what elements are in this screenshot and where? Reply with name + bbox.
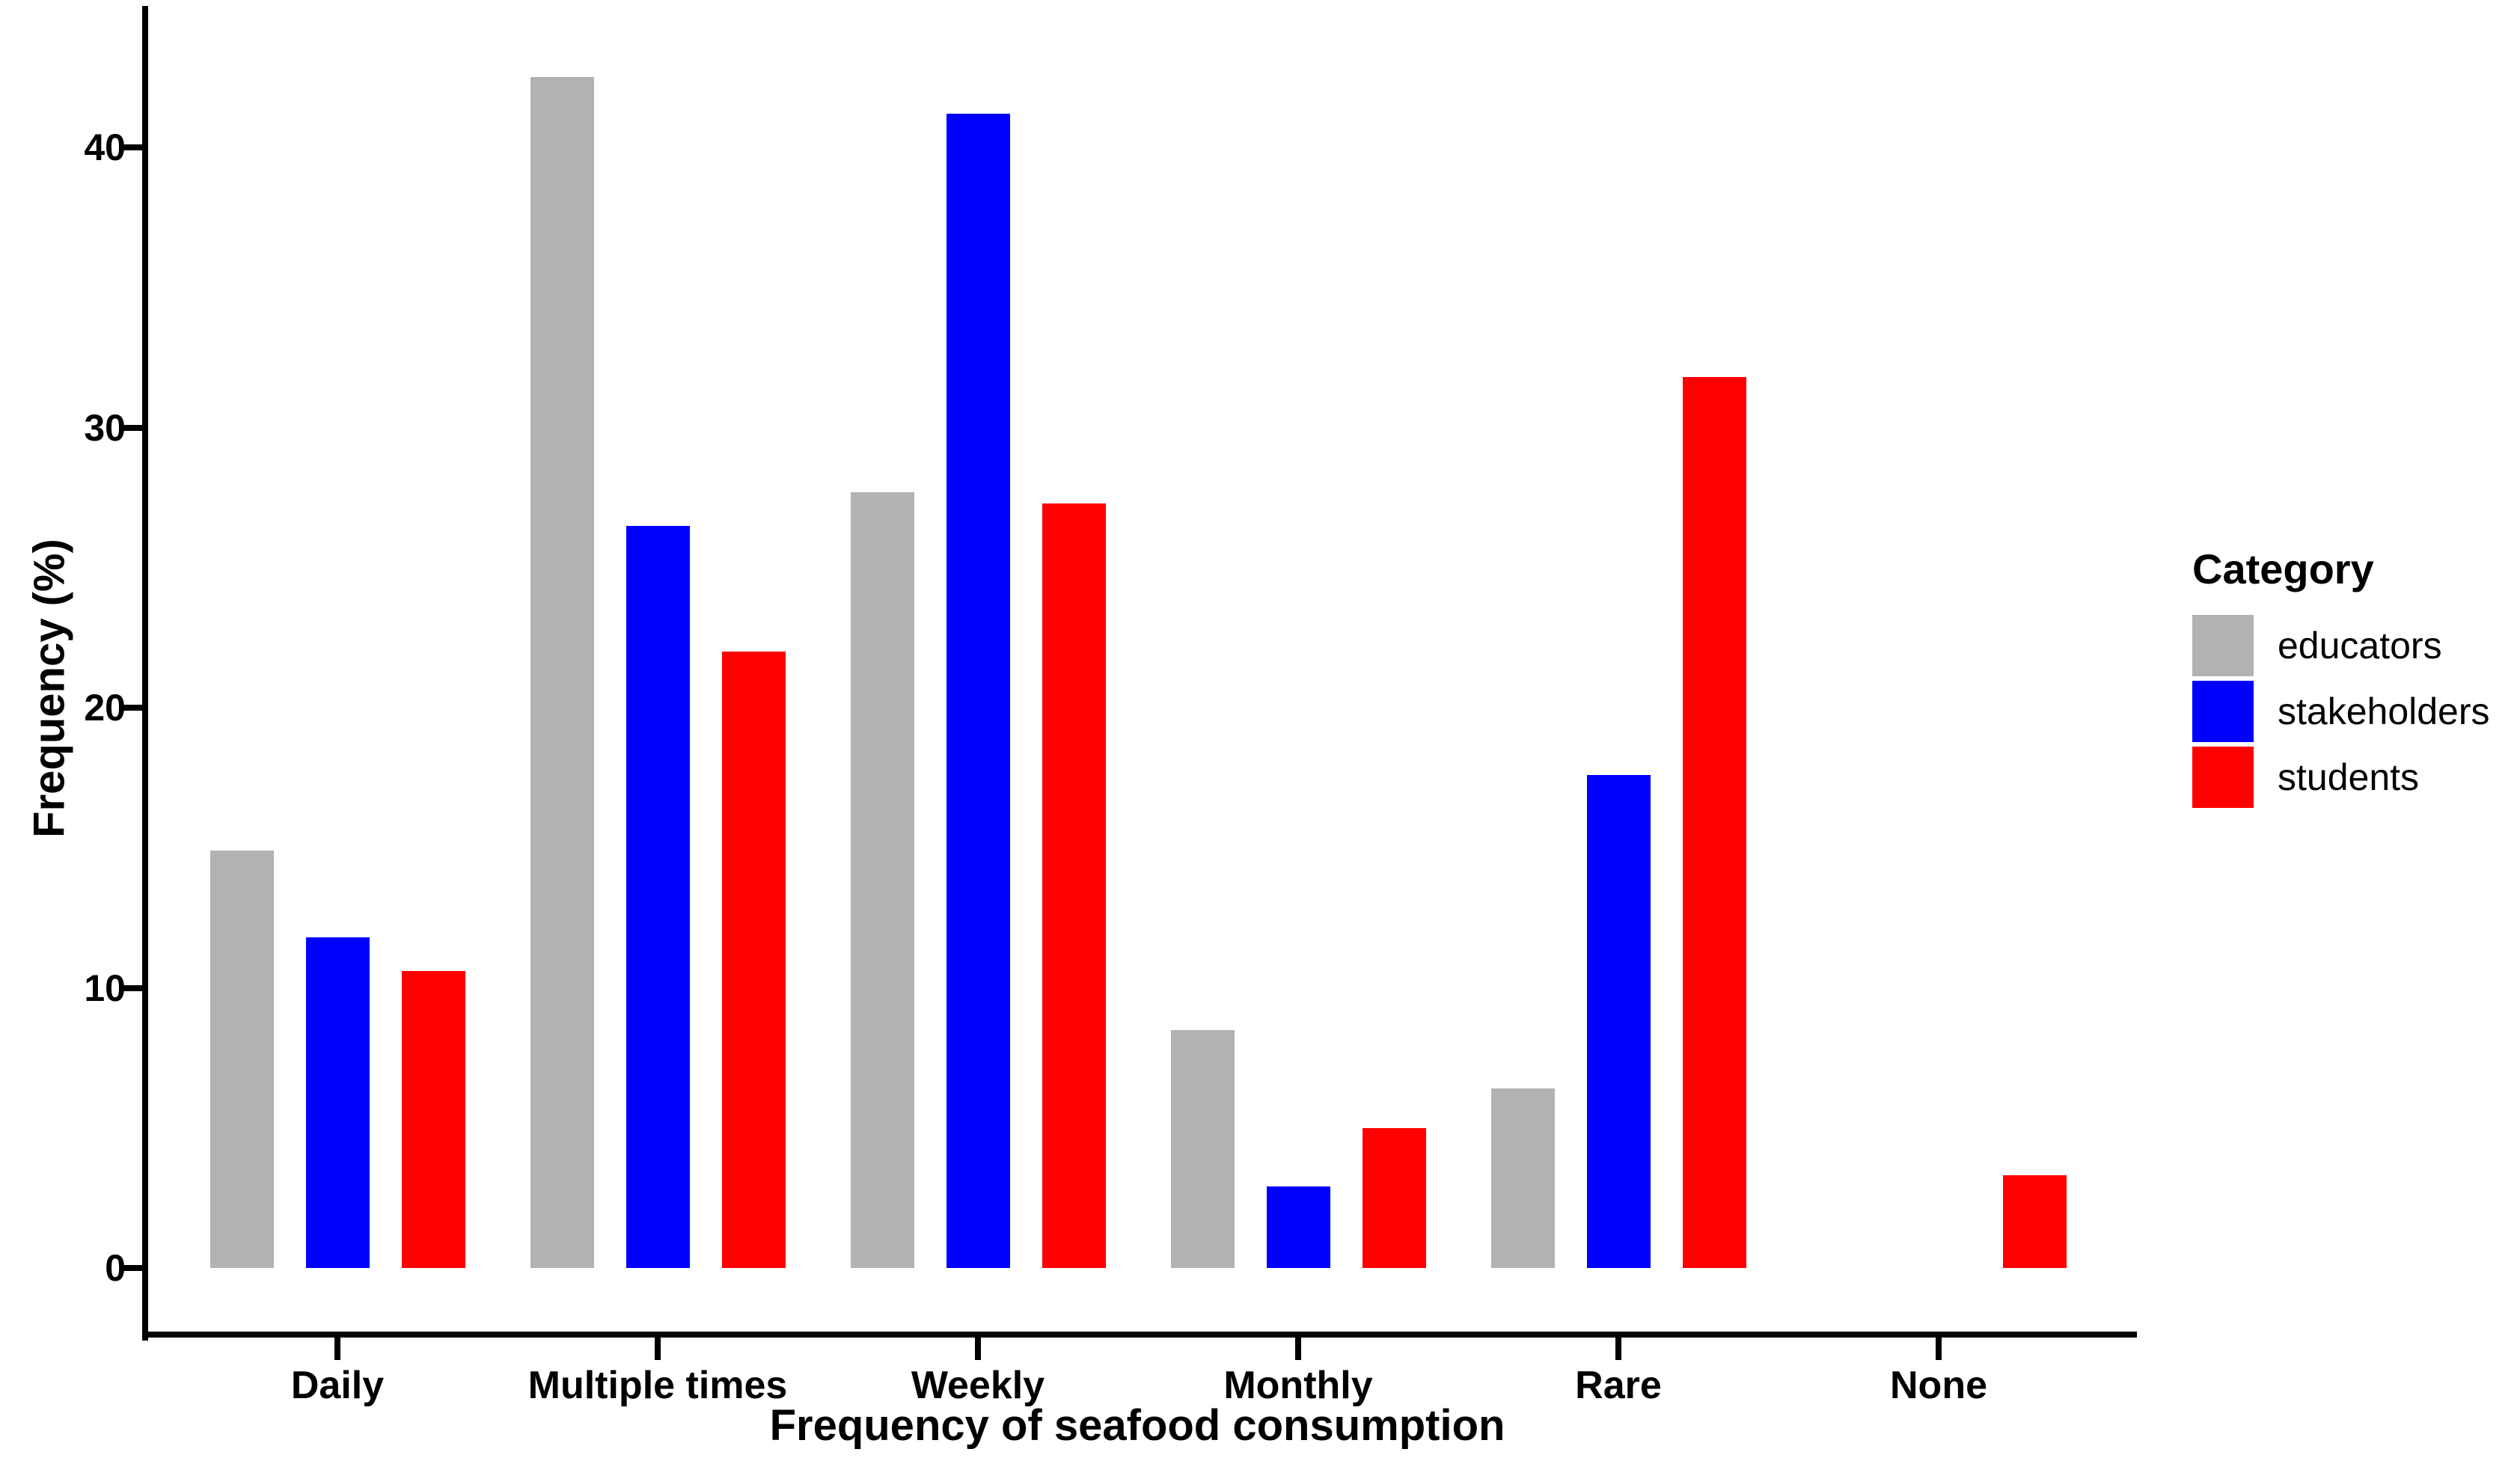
- y-tick-30: [120, 424, 142, 431]
- x-tick-label-1: Multiple times: [527, 1364, 788, 1407]
- y-axis-line: [142, 6, 148, 1341]
- x-tick-2: [975, 1338, 981, 1360]
- bar-students-multiple-times: [721, 652, 786, 1268]
- bar-students-rare: [1682, 377, 1746, 1268]
- x-tick-label-5: None: [1890, 1364, 1987, 1407]
- bar-students-daily: [401, 971, 465, 1268]
- bar-students-monthly: [1362, 1127, 1426, 1268]
- bar-stakeholders-rare: [1586, 774, 1651, 1268]
- y-tick-20: [120, 705, 142, 711]
- x-tick-0: [334, 1338, 340, 1360]
- bar-educators-monthly: [1170, 1029, 1235, 1268]
- legend-label-educators: educators: [2278, 625, 2442, 667]
- x-axis-title: Frequency of seafood consumption: [769, 1401, 1505, 1450]
- bar-stakeholders-daily: [305, 937, 370, 1268]
- x-tick-label-4: Rare: [1575, 1364, 1662, 1407]
- bar-stakeholders-weekly: [946, 114, 1010, 1268]
- x-tick-4: [1615, 1338, 1621, 1360]
- y-tick-label-0: 0: [105, 1247, 126, 1289]
- x-tick-5: [1936, 1338, 1942, 1360]
- bar-educators-daily: [210, 850, 274, 1268]
- x-tick-3: [1295, 1338, 1301, 1360]
- y-tick-10: [120, 984, 142, 991]
- bar-students-weekly: [1042, 503, 1106, 1268]
- legend: Category educators stakeholders students: [2192, 545, 2520, 810]
- legend-title: Category: [2192, 545, 2374, 592]
- legend-item-stakeholders: stakeholders: [2192, 679, 2520, 744]
- y-tick-label-40: 40: [84, 126, 126, 168]
- legend-swatch-educators: [2192, 615, 2254, 676]
- legend-item-students: students: [2192, 744, 2520, 810]
- bar-educators-multiple-times: [530, 77, 594, 1268]
- x-tick-label-3: Monthly: [1223, 1364, 1373, 1407]
- y-tick-40: [120, 144, 142, 150]
- x-tick-label-2: Weekly: [911, 1364, 1045, 1407]
- legend-label-stakeholders: stakeholders: [2278, 690, 2490, 732]
- bar-stakeholders-multiple-times: [626, 525, 690, 1268]
- legend-swatch-stakeholders: [2192, 681, 2254, 742]
- x-tick-1: [655, 1338, 661, 1360]
- legend-swatch-students: [2192, 747, 2254, 808]
- bar-stakeholders-monthly: [1266, 1186, 1330, 1268]
- bar-educators-rare: [1490, 1088, 1555, 1268]
- bar-students-none: [2002, 1175, 2067, 1268]
- legend-items: educators stakeholders students: [2192, 613, 2520, 810]
- y-tick-label-30: 30: [84, 406, 126, 449]
- bar-educators-weekly: [850, 491, 914, 1268]
- y-tick-label-10: 10: [84, 967, 126, 1009]
- y-axis-title: Frequency (%): [25, 539, 74, 838]
- y-tick-label-20: 20: [84, 687, 126, 729]
- y-tick-0: [120, 1265, 142, 1271]
- legend-item-educators: educators: [2192, 613, 2520, 679]
- x-tick-label-0: Daily: [290, 1364, 385, 1407]
- x-axis-line: [142, 1332, 2137, 1338]
- legend-label-students: students: [2278, 756, 2420, 798]
